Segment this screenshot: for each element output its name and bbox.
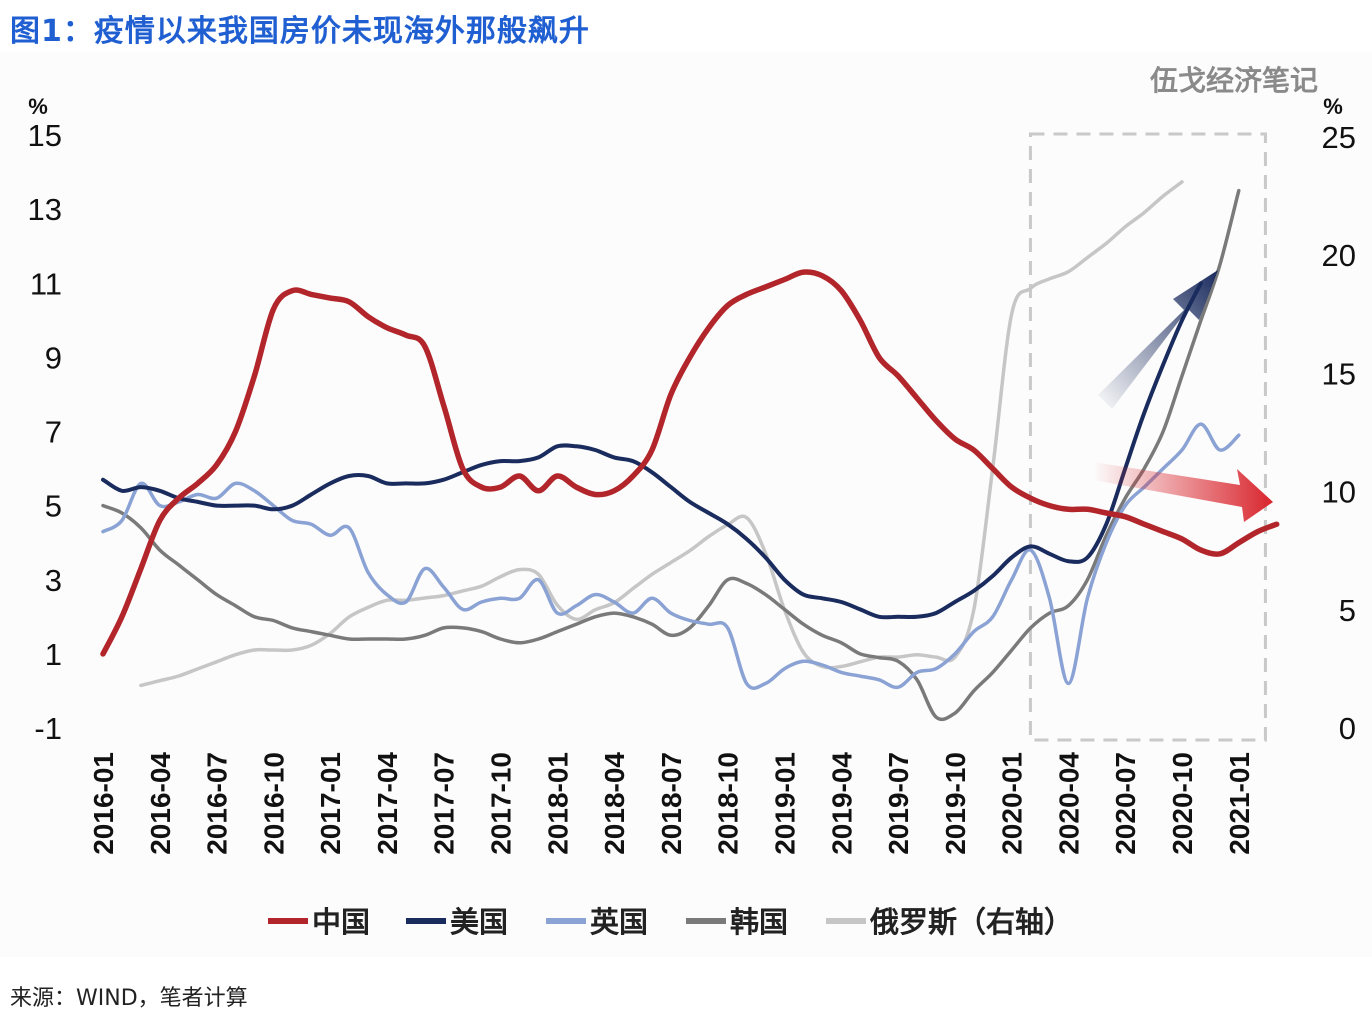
- right-arrow: [1093, 462, 1273, 522]
- right-axis: 25 20 15 10 5 0: [1322, 120, 1356, 746]
- x-tick-label: 2020-07: [1110, 752, 1141, 855]
- watermark: 伍戈经济笔记: [1150, 64, 1318, 97]
- right-tick-label: 15: [1322, 356, 1356, 391]
- x-tick-label: 2021-01: [1224, 752, 1255, 855]
- x-tick-label: 2016-01: [88, 752, 119, 855]
- right-tick-label: 10: [1322, 475, 1356, 510]
- x-tick-label: 2016-10: [258, 752, 289, 855]
- legend-label: 英国: [590, 905, 648, 939]
- x-tick-label: 2016-04: [145, 752, 176, 855]
- x-tick-label: 2020-04: [1053, 752, 1084, 855]
- x-tick-label: 2017-04: [372, 752, 403, 855]
- x-tick-label: 2017-10: [486, 752, 517, 855]
- left-tick-label: -1: [34, 711, 62, 746]
- x-tick-label: 2018-10: [713, 752, 744, 855]
- left-axis: 15 13 11 9 7 5 3 1 -1: [28, 118, 62, 746]
- series-line-3: [101, 188, 1241, 722]
- legend: 中国 美国 英国 韩国 俄罗斯（右轴）: [268, 905, 1073, 939]
- x-tick-label: 2019-07: [883, 752, 914, 855]
- x-tick-label: 2019-04: [826, 752, 857, 855]
- legend-label: 韩国: [730, 905, 788, 939]
- x-tick-label: 2020-01: [997, 752, 1028, 855]
- x-tick-label: 2017-01: [315, 752, 346, 855]
- x-tick-label: 2019-10: [940, 752, 971, 855]
- left-axis-unit: %: [28, 94, 48, 119]
- series-layer: [100, 180, 1280, 722]
- series-line-4: [139, 180, 1184, 688]
- legend-label: 美国: [450, 905, 508, 939]
- series-line-1: [101, 281, 1203, 620]
- series-line-0: [100, 269, 1280, 657]
- right-tick-label: 0: [1339, 711, 1356, 746]
- series-line-2: [101, 422, 1241, 690]
- left-tick-label: 13: [28, 192, 62, 227]
- right-axis-unit: %: [1323, 94, 1343, 119]
- up-arrow: [1098, 270, 1218, 409]
- chart-panel: 15 13 11 9 7 5 3 1 -1 25 20 15 10 5 0 2016-01 2016-04 2…: [0, 52, 1372, 957]
- x-tick-label: 2017-07: [429, 752, 460, 855]
- x-tick-label: 2019-01: [769, 752, 800, 855]
- right-tick-label: 20: [1322, 238, 1356, 273]
- x-tick-label: 2020-10: [1167, 752, 1198, 855]
- x-axis: 2016-01 2016-04 2016-07 2016-10 2017-01 2017-…: [88, 752, 1255, 855]
- trend-arrows: [1093, 270, 1273, 522]
- right-tick-label: 5: [1339, 593, 1356, 628]
- left-tick-label: 3: [45, 563, 62, 598]
- right-tick-label: 25: [1322, 120, 1356, 155]
- left-tick-label: 11: [30, 266, 62, 301]
- x-tick-label: 2018-07: [656, 752, 687, 855]
- left-tick-label: 7: [45, 415, 62, 450]
- left-tick-label: 15: [28, 118, 62, 153]
- x-tick-label: 2018-04: [599, 752, 630, 855]
- left-tick-label: 1: [45, 637, 62, 672]
- legend-label: 中国: [312, 905, 370, 939]
- figure-title: 图1：疫情以来我国房价未现海外那般飙升: [10, 14, 590, 49]
- source-note: 来源：WIND，笔者计算: [10, 986, 248, 1011]
- x-tick-label: 2016-07: [202, 752, 233, 855]
- x-tick-label: 2018-01: [542, 752, 573, 855]
- highlight-box: [1028, 132, 1267, 742]
- legend-label: 俄罗斯（右轴）: [869, 905, 1073, 939]
- left-tick-label: 9: [45, 340, 62, 375]
- left-tick-label: 5: [45, 489, 62, 524]
